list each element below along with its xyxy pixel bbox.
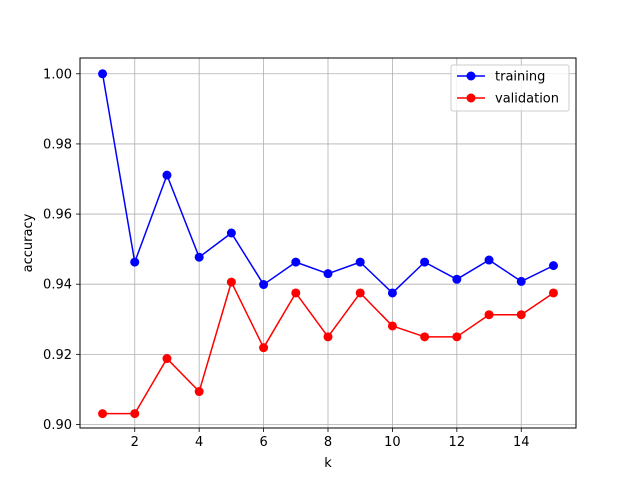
y-axis-label: accuracy — [21, 213, 36, 272]
validation-data-point — [516, 310, 526, 320]
validation-data-point — [162, 354, 172, 364]
y-tick-label: 0.90 — [43, 418, 72, 433]
tick-layer: 2 4 6 8 10 12 14 0.90 0.92 0.94 0.96 0.98 1.00 — [43, 67, 529, 450]
validation-data-point — [194, 387, 204, 397]
grid-layer — [80, 58, 576, 428]
x-tick-label: 10 — [384, 435, 401, 450]
y-tick-label: 0.98 — [43, 137, 72, 152]
legend: training validation — [450, 64, 570, 112]
validation-data-point — [323, 332, 333, 342]
legend-training-marker — [466, 71, 476, 81]
validation-data-point — [98, 409, 108, 419]
x-tick-label: 2 — [131, 435, 139, 450]
legend-validation-marker — [466, 93, 476, 103]
validation-data-point — [259, 343, 269, 353]
x-tick-label: 8 — [324, 435, 332, 450]
training-data-point — [387, 288, 397, 298]
validation-data-point — [130, 409, 140, 419]
training-data-point — [420, 257, 430, 267]
x-tick-label: 6 — [259, 435, 267, 450]
training-data-point — [259, 280, 269, 290]
x-tick-label: 12 — [449, 435, 466, 450]
validation-data-point — [226, 277, 236, 287]
x-axis-label: k — [324, 456, 332, 471]
y-tick-label: 0.92 — [43, 348, 72, 363]
series-layer — [98, 69, 558, 419]
y-tick-label: 0.94 — [43, 278, 72, 293]
legend-validation-label: validation — [495, 92, 559, 107]
validation-data-point — [548, 288, 558, 298]
training-data-point — [162, 170, 172, 180]
validation-data-point — [484, 310, 494, 320]
legend-training-label: training — [495, 70, 545, 85]
validation-data-point — [291, 288, 301, 298]
training-data-point — [516, 276, 526, 286]
validation-data-point — [420, 332, 430, 342]
x-tick-label: 4 — [195, 435, 203, 450]
training-data-point — [226, 228, 236, 238]
training-data-point — [323, 269, 333, 279]
training-data-point — [452, 274, 462, 284]
y-tick-label: 1.00 — [43, 67, 72, 82]
validation-data-point — [452, 332, 462, 342]
x-tick-label: 14 — [513, 435, 530, 450]
training-data-point — [484, 255, 494, 265]
training-data-point — [291, 257, 301, 267]
training-data-point — [130, 257, 140, 267]
y-tick-label: 0.96 — [43, 208, 72, 223]
training-data-point — [98, 69, 108, 79]
training-data-point — [194, 252, 204, 262]
validation-data-point — [355, 288, 365, 298]
training-data-point — [355, 257, 365, 267]
validation-data-point — [387, 321, 397, 331]
training-data-point — [548, 261, 558, 271]
